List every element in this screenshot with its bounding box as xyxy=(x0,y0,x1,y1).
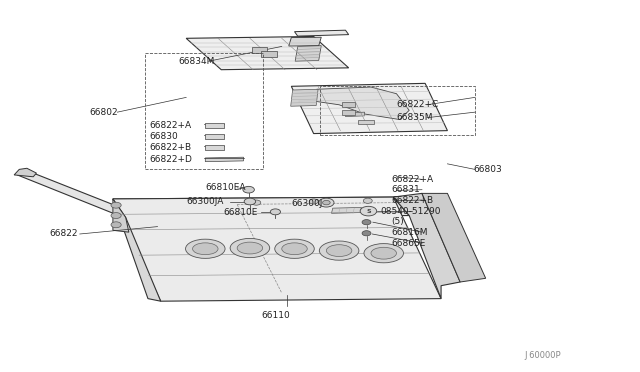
Circle shape xyxy=(362,231,371,236)
Polygon shape xyxy=(314,87,409,119)
Text: 66810EA: 66810EA xyxy=(205,183,246,192)
Bar xyxy=(342,110,355,115)
Circle shape xyxy=(309,199,318,204)
Polygon shape xyxy=(291,83,447,134)
Ellipse shape xyxy=(282,243,307,255)
Polygon shape xyxy=(295,46,321,61)
Polygon shape xyxy=(332,208,362,213)
Text: 66810E: 66810E xyxy=(223,208,257,217)
Ellipse shape xyxy=(237,242,262,254)
Polygon shape xyxy=(17,173,173,231)
Text: 66816M: 66816M xyxy=(392,228,428,237)
Ellipse shape xyxy=(275,239,314,259)
Circle shape xyxy=(360,206,377,216)
Text: 66865E: 66865E xyxy=(392,239,426,248)
Ellipse shape xyxy=(371,247,396,259)
Ellipse shape xyxy=(364,244,403,263)
Text: 66822+A: 66822+A xyxy=(392,175,433,184)
Text: 66822+A: 66822+A xyxy=(149,121,191,129)
Text: 66835M: 66835M xyxy=(396,113,433,122)
Circle shape xyxy=(323,201,330,205)
Bar xyxy=(261,51,276,57)
Text: 66822+B: 66822+B xyxy=(149,143,191,152)
Bar xyxy=(205,134,225,139)
Ellipse shape xyxy=(326,245,352,257)
Polygon shape xyxy=(289,37,321,46)
Text: 66822+B: 66822+B xyxy=(392,196,433,205)
Text: 66802: 66802 xyxy=(90,108,118,117)
Bar xyxy=(205,145,225,150)
Ellipse shape xyxy=(319,241,359,260)
Text: 66822: 66822 xyxy=(49,230,77,238)
Ellipse shape xyxy=(193,243,218,255)
Polygon shape xyxy=(186,36,349,70)
Polygon shape xyxy=(113,199,129,232)
Bar xyxy=(320,86,475,135)
Text: 66822+D: 66822+D xyxy=(149,155,192,164)
Bar xyxy=(145,53,262,169)
Bar xyxy=(342,102,355,108)
Text: 66300JA: 66300JA xyxy=(186,197,223,206)
Text: 66831: 66831 xyxy=(392,185,420,194)
Text: 66803: 66803 xyxy=(473,165,502,174)
Circle shape xyxy=(319,198,334,207)
Ellipse shape xyxy=(230,238,269,258)
Circle shape xyxy=(243,186,254,193)
Bar xyxy=(205,123,225,128)
Text: 08540-51290: 08540-51290 xyxy=(381,207,441,217)
Circle shape xyxy=(111,202,121,208)
Polygon shape xyxy=(422,193,486,282)
Ellipse shape xyxy=(186,239,225,259)
Bar xyxy=(252,47,267,53)
Text: J 60000P: J 60000P xyxy=(524,350,561,360)
Polygon shape xyxy=(294,30,349,36)
Polygon shape xyxy=(346,112,365,116)
Polygon shape xyxy=(113,197,441,301)
Circle shape xyxy=(111,222,121,228)
Circle shape xyxy=(364,198,372,203)
Circle shape xyxy=(252,200,260,205)
Polygon shape xyxy=(14,168,36,177)
Polygon shape xyxy=(394,193,460,299)
Text: 66830: 66830 xyxy=(149,132,178,141)
Polygon shape xyxy=(113,197,409,217)
Circle shape xyxy=(362,219,371,225)
Text: 66834M: 66834M xyxy=(179,57,215,66)
Polygon shape xyxy=(205,157,244,161)
Text: S: S xyxy=(366,209,371,214)
Circle shape xyxy=(111,212,121,218)
Circle shape xyxy=(270,209,280,215)
Bar xyxy=(358,120,374,124)
Polygon shape xyxy=(291,89,318,106)
Text: (5): (5) xyxy=(392,217,404,225)
Text: 66110: 66110 xyxy=(261,311,290,320)
Polygon shape xyxy=(113,199,161,301)
Text: 66300J: 66300J xyxy=(291,199,323,208)
Text: 66822+C: 66822+C xyxy=(396,100,438,109)
Circle shape xyxy=(244,198,255,205)
